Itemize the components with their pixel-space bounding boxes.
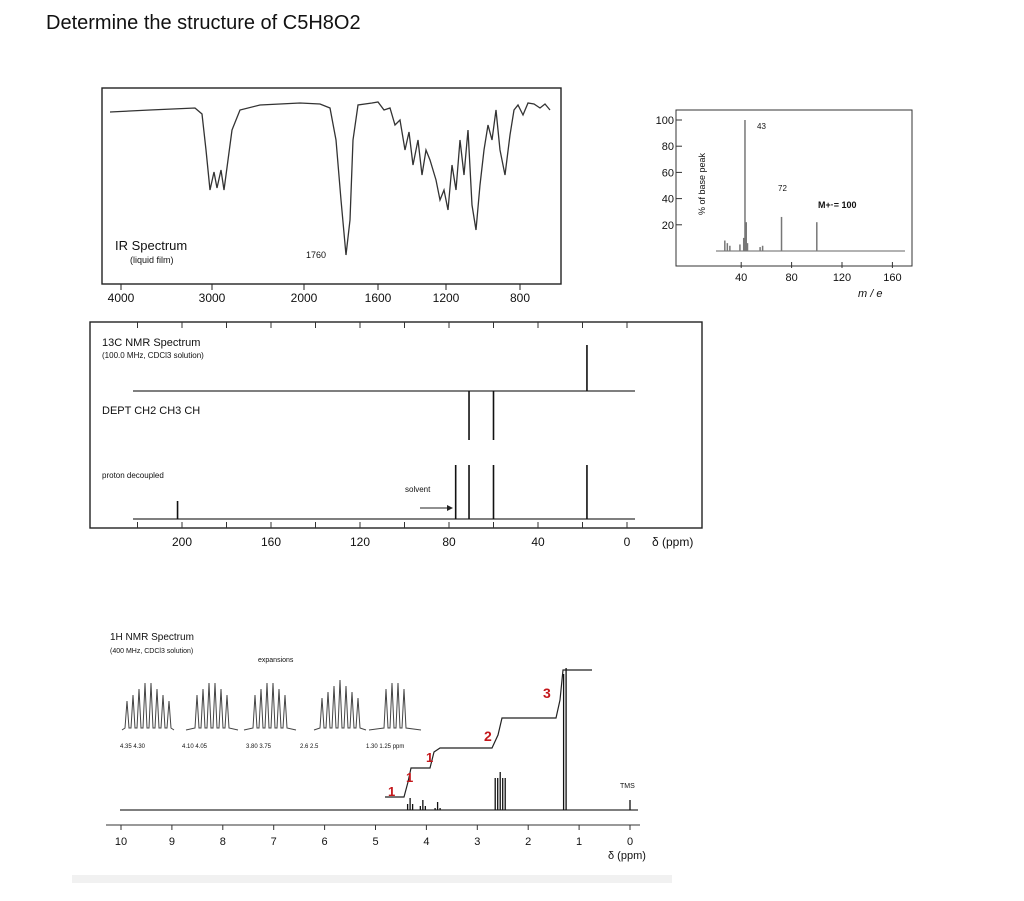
h1-expansion-multiplets: [121, 679, 422, 731]
ms-y-tick-label: 20: [662, 220, 674, 232]
h1-expansion-multiplet: [313, 679, 367, 731]
c13-tick-label: 40: [531, 535, 545, 549]
c13-dept-label: DEPT CH2 CH3 CH: [102, 405, 200, 417]
ir-tick-label: 1600: [365, 291, 392, 305]
ir-spectrum: IR Spectrum (liquid film) 1760 4000 3000 2…: [101, 87, 562, 305]
ms-frame: [675, 109, 913, 267]
c13-title: 13C NMR Spectrum: [102, 337, 200, 349]
ir-tick-label: 1200: [433, 291, 460, 305]
ir-frame: [101, 87, 562, 285]
h1-tms-label: TMS: [620, 783, 635, 790]
h1-nmr-spectrum: 1H NMR Spectrum (400 MHz, CDCl3 solution…: [72, 632, 672, 883]
c13-tick-label: 0: [624, 535, 631, 549]
c13-tick-label: 200: [172, 535, 192, 549]
h1-expansion-multiplet: [368, 682, 422, 731]
mass-spectrum: % of base peak 100 80 60 40 20 40 80 120 160 43…: [656, 109, 913, 300]
ir-x-ticks: 4000 3000 2000 1600 1200 800: [108, 284, 530, 305]
h1-tick-label: 1: [576, 836, 582, 848]
c13-frame: [89, 321, 703, 529]
ms-y-tick-label: 40: [662, 194, 674, 206]
h1-integral-curve: [385, 669, 592, 798]
h1-tick-label: 7: [271, 836, 277, 848]
h1-expansion-tick-label: 2.6 2.5: [300, 744, 319, 750]
ir-peak-label: 1760: [306, 250, 326, 260]
question-text: Determine the structure of C5H8O2: [46, 12, 361, 34]
h1-tick-label: 4: [423, 836, 429, 848]
ms-x-tick-label: 160: [883, 272, 901, 284]
ms-peak-43-label: 43: [757, 122, 766, 131]
h1-expansion-tick-label: 4.35 4.30: [120, 744, 146, 750]
h1-subtitle: (400 MHz, CDCl3 solution): [110, 648, 193, 655]
h1-expansion-tick-label: 1.30 1.25 ppm: [366, 744, 404, 750]
h1-tick-label: 5: [372, 836, 378, 848]
ms-x-tick-label: 120: [833, 272, 851, 284]
h1-title: 1H NMR Spectrum: [110, 632, 194, 643]
h1-xlabel: δ (ppm): [608, 850, 646, 862]
ir-tick-label: 2000: [291, 291, 318, 305]
c13-xlabel: δ (ppm): [652, 535, 693, 549]
ms-y-ticks: 100 80 60 40 20: [656, 115, 682, 232]
h1-expansion-ticks: 4.35 4.30 4.10 4.05 3.80 3.75 2.6 2.5 1.30 1…: [120, 744, 404, 750]
ir-tick-label: 800: [510, 291, 530, 305]
h1-tick-label: 6: [322, 836, 328, 848]
ms-y-tick-label: 80: [662, 141, 674, 153]
c13-tick-label: 80: [442, 535, 456, 549]
ir-subtitle: (liquid film): [130, 255, 174, 265]
h1-expansion-multiplet: [243, 682, 297, 731]
ms-x-tick-label: 80: [785, 272, 797, 284]
ms-y-tick-label: 60: [662, 167, 674, 179]
c13-tick-label: 160: [261, 535, 281, 549]
ms-xlabel: m / e: [858, 288, 882, 300]
c13-nmr-spectrum: 13C NMR Spectrum (100.0 MHz, CDCl3 solut…: [89, 321, 703, 549]
h1-tick-label: 8: [220, 836, 226, 848]
ms-peaks: [724, 120, 818, 251]
ir-tick-label: 3000: [199, 291, 226, 305]
ms-x-ticks: 40 80 120 160: [735, 262, 902, 284]
h1-tick-label: 0: [627, 836, 633, 848]
h1-integral-2: 2: [484, 728, 492, 744]
h1-tick-label: 2: [525, 836, 531, 848]
ms-molecular-ion: M+·= 100: [818, 200, 857, 210]
h1-tick-label: 3: [474, 836, 480, 848]
c13-x-ticks: 200 160 120 80 40 0: [137, 322, 631, 549]
c13-tick-label: 120: [350, 535, 370, 549]
ir-title: IR Spectrum: [115, 238, 187, 253]
ms-ylabel: % of base peak: [697, 152, 707, 215]
ir-tick-label: 4000: [108, 291, 135, 305]
h1-expansions-label: expansions: [258, 657, 294, 664]
h1-integral-1b: 1: [406, 770, 413, 785]
h1-tick-label: 9: [169, 836, 175, 848]
c13-solvent-label: solvent: [405, 485, 431, 494]
h1-tick-label: 10: [115, 836, 127, 848]
c13-decoupled-label: proton decoupled: [102, 471, 164, 480]
h1-peaks: [406, 668, 631, 810]
ms-peak-72-label: 72: [778, 184, 787, 193]
c13-subtitle: (100.0 MHz, CDCl3 solution): [102, 351, 204, 360]
h1-expansion-tick-label: 4.10 4.05: [182, 744, 208, 750]
h1-integral-1a: 1: [388, 784, 395, 799]
h1-expansion-tick-label: 3.80 3.75: [246, 744, 272, 750]
h1-x-ticks: 10 9 8 7 6 5 4 3 2 1 0: [106, 824, 640, 848]
c13-peaks: [176, 345, 588, 519]
h1-expansion-multiplet: [185, 682, 239, 731]
h1-integral-1c: 1: [426, 750, 433, 765]
ms-y-tick-label: 100: [656, 115, 674, 127]
h1-expansion-multiplet: [121, 682, 175, 731]
h1-integral-3: 3: [543, 685, 551, 701]
ms-x-tick-label: 40: [735, 272, 747, 284]
ir-trace: [109, 101, 551, 256]
